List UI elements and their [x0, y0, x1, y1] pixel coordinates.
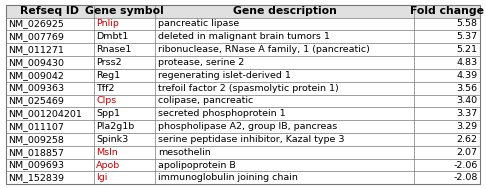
Text: protease, serine 2: protease, serine 2: [157, 58, 244, 67]
Text: phospholipase A2, group IB, pancreas: phospholipase A2, group IB, pancreas: [157, 122, 337, 131]
Text: 3.37: 3.37: [456, 109, 478, 118]
Text: ribonuclease, RNase A family, 1 (pancreatic): ribonuclease, RNase A family, 1 (pancrea…: [157, 45, 369, 54]
Text: Apob: Apob: [96, 160, 120, 170]
Text: 4.83: 4.83: [457, 58, 478, 67]
Text: trefoil factor 2 (spasmolytic protein 1): trefoil factor 2 (spasmolytic protein 1): [157, 84, 338, 93]
Bar: [6, 5, 480, 18]
Text: Pla2g1b: Pla2g1b: [96, 122, 134, 131]
Text: NM_026925: NM_026925: [8, 19, 64, 29]
Text: 3.40: 3.40: [457, 96, 478, 105]
Text: deleted in malignant brain tumors 1: deleted in malignant brain tumors 1: [157, 32, 330, 41]
Text: -2.08: -2.08: [453, 173, 478, 182]
Text: 3.29: 3.29: [457, 122, 478, 131]
Text: Spink3: Spink3: [96, 135, 128, 144]
Text: NM_007769: NM_007769: [8, 32, 64, 41]
Text: Spp1: Spp1: [96, 109, 120, 118]
Text: 5.21: 5.21: [457, 45, 478, 54]
Text: mesothelin: mesothelin: [157, 148, 210, 157]
Text: Rnase1: Rnase1: [96, 45, 131, 54]
Text: Pnlip: Pnlip: [96, 19, 119, 29]
Text: NM_001204201: NM_001204201: [8, 109, 82, 118]
Text: apolipoprotein B: apolipoprotein B: [157, 160, 235, 170]
Text: regenerating islet-derived 1: regenerating islet-derived 1: [157, 71, 291, 80]
Text: secreted phosphoprotein 1: secreted phosphoprotein 1: [157, 109, 285, 118]
Text: 2.62: 2.62: [457, 135, 478, 144]
Text: Gene symbol: Gene symbol: [85, 6, 164, 16]
Text: serine peptidase inhibitor, Kazal type 3: serine peptidase inhibitor, Kazal type 3: [157, 135, 344, 144]
Text: 3.56: 3.56: [457, 84, 478, 93]
Text: NM_025469: NM_025469: [8, 96, 64, 105]
Text: Dmbt1: Dmbt1: [96, 32, 128, 41]
Text: NM_011271: NM_011271: [8, 45, 64, 54]
Text: Refseq ID: Refseq ID: [20, 6, 79, 16]
Text: Igi: Igi: [96, 173, 107, 182]
Text: NM_011107: NM_011107: [8, 122, 64, 131]
Text: NM_018857: NM_018857: [8, 148, 64, 157]
Text: Fold change: Fold change: [410, 6, 484, 16]
Text: Msln: Msln: [96, 148, 118, 157]
Text: pancreatic lipase: pancreatic lipase: [157, 19, 239, 29]
Text: NM_009693: NM_009693: [8, 160, 64, 170]
Text: Tff2: Tff2: [96, 84, 115, 93]
Text: NM_009042: NM_009042: [8, 71, 64, 80]
Text: 5.58: 5.58: [457, 19, 478, 29]
Text: immunoglobulin joining chain: immunoglobulin joining chain: [157, 173, 297, 182]
Text: Clps: Clps: [96, 96, 116, 105]
Text: NM_152839: NM_152839: [8, 173, 64, 182]
Text: colipase, pancreatic: colipase, pancreatic: [157, 96, 253, 105]
Text: NM_009258: NM_009258: [8, 135, 64, 144]
Text: 5.37: 5.37: [457, 32, 478, 41]
Text: 4.39: 4.39: [457, 71, 478, 80]
Text: Prss2: Prss2: [96, 58, 122, 67]
Text: NM_009430: NM_009430: [8, 58, 64, 67]
Text: Gene description: Gene description: [233, 6, 336, 16]
Text: NM_009363: NM_009363: [8, 84, 64, 93]
Text: -2.06: -2.06: [453, 160, 478, 170]
Text: Reg1: Reg1: [96, 71, 120, 80]
Text: 2.07: 2.07: [457, 148, 478, 157]
